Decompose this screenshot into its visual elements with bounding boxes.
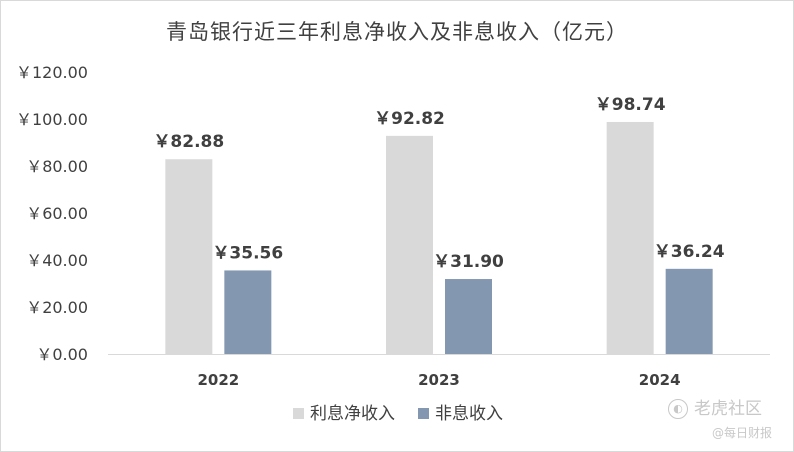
bar-net-interest-2023 (386, 135, 433, 354)
data-label: ￥31.90 (433, 252, 504, 272)
legend-swatch (293, 408, 304, 419)
y-tick-label: ￥0.00 (36, 345, 88, 364)
watermark-text: 老虎社区 (694, 399, 762, 419)
y-tick-label: ￥80.00 (26, 157, 88, 176)
data-label: ￥82.88 (153, 132, 224, 152)
data-label: ￥98.74 (595, 95, 666, 115)
watermark-author: @每日财报 (712, 426, 773, 440)
bar-non-interest-2024 (665, 268, 713, 354)
legend-swatch (418, 408, 429, 419)
legend-label: 非息收入 (435, 404, 503, 424)
watermark-brand: ◐ 老虎社区 (668, 394, 762, 419)
x-tick-label: 2023 (418, 371, 460, 389)
bar-net-interest-2022 (165, 159, 213, 354)
bar-net-interest-2024 (606, 121, 654, 354)
legend-label: 利息净收入 (310, 404, 395, 424)
y-tick-label: ￥20.00 (26, 298, 88, 317)
y-tick-label: ￥120.00 (16, 63, 88, 82)
y-tick-label: ￥40.00 (26, 251, 88, 270)
data-label: ￥35.56 (212, 243, 283, 263)
y-tick-label: ￥60.00 (26, 204, 88, 223)
x-tick-label: 2024 (639, 371, 681, 389)
x-tick-label: 2022 (197, 371, 239, 389)
data-label: ￥36.24 (654, 242, 725, 262)
tiger-logo-icon: ◐ (668, 399, 688, 419)
bar-non-interest-2023 (445, 279, 492, 354)
chart-title: 青岛银行近三年利息净收入及非息收入（亿元） (166, 20, 628, 44)
data-label: ￥92.82 (374, 109, 445, 129)
bar-non-interest-2022 (224, 270, 272, 354)
y-tick-label: ￥100.00 (16, 110, 88, 129)
